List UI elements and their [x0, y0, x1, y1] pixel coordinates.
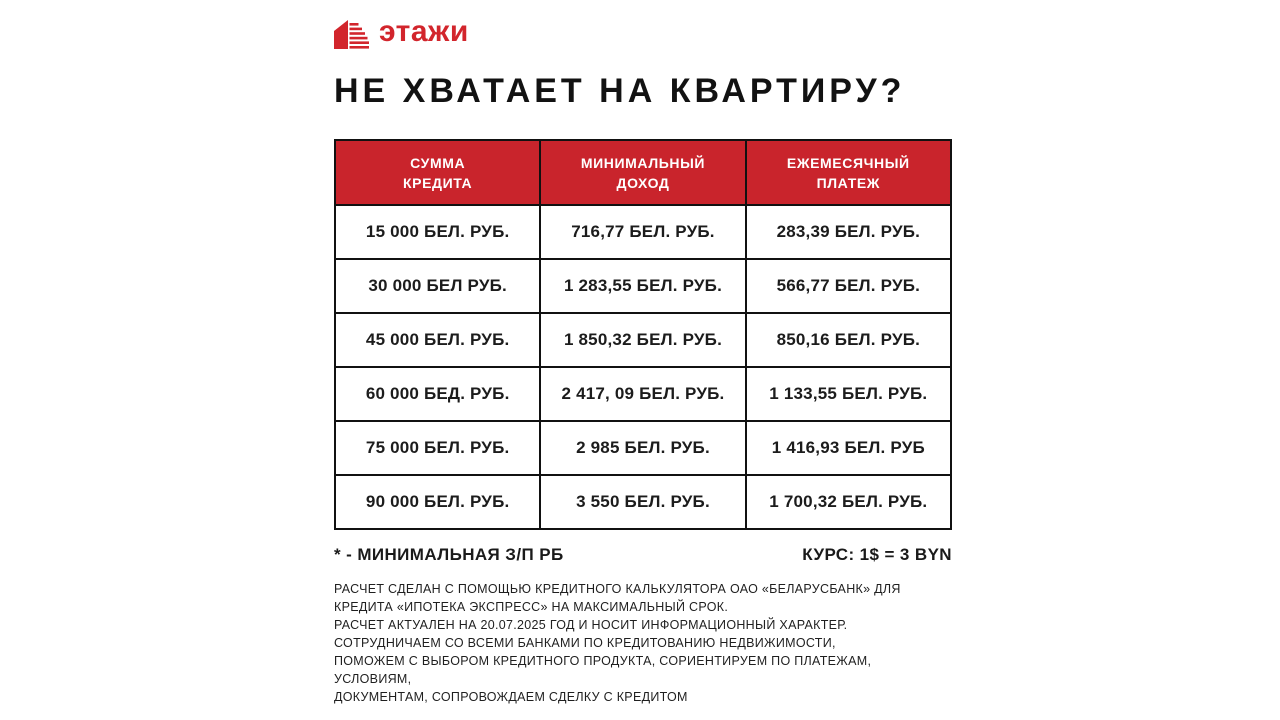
table-cell: 3 550 БЕЛ. РУБ.: [539, 474, 747, 530]
disclaimer-line: РАСЧЕТ СДЕЛАН С ПОМОЩЬЮ КРЕДИТНОГО КАЛЬК…: [334, 582, 901, 596]
table-row: 60 000 БЕД. РУБ. 2 417, 09 БЕЛ. РУБ. 1 1…: [333, 366, 953, 422]
table-cell: 1 850,32 БЕЛ. РУБ.: [539, 312, 747, 368]
table-cell: 30 000 БЕЛ РУБ.: [333, 258, 542, 314]
building-icon: [334, 19, 370, 49]
table-cell: 850,16 БЕЛ. РУБ.: [744, 312, 953, 368]
content-column: этажи НЕ ХВАТАЕТ НА КВАРТИРУ? СУММА КРЕД…: [333, 16, 953, 706]
table-cell: 2 417, 09 БЕЛ. РУБ.: [539, 366, 747, 422]
table-cell: 283,39 БЕЛ. РУБ.: [744, 204, 953, 260]
header-min-income: МИНИМАЛЬНЫЙ ДОХОД: [539, 139, 747, 206]
table-row: 90 000 БЕЛ. РУБ. 3 550 БЕЛ. РУБ. 1 700,3…: [333, 474, 953, 530]
table-row: 30 000 БЕЛ РУБ. 1 283,55 БЕЛ. РУБ. 566,7…: [333, 258, 953, 314]
table-row: 45 000 БЕЛ. РУБ. 1 850,32 БЕЛ. РУБ. 850,…: [333, 312, 953, 368]
disclaimer-line: КРЕДИТА «ИПОТЕКА ЭКСПРЕСС» НА МАКСИМАЛЬН…: [334, 600, 729, 614]
table-cell: 2 985 БЕЛ. РУБ.: [539, 420, 747, 476]
table-cell: 90 000 БЕЛ. РУБ.: [333, 474, 542, 530]
logo-wordmark: этажи: [379, 15, 469, 48]
table-cell: 716,77 БЕЛ. РУБ.: [539, 204, 747, 260]
table-cell: 45 000 БЕЛ. РУБ.: [333, 312, 542, 368]
table-cell: 60 000 БЕД. РУБ.: [333, 366, 542, 422]
disclaimer-block: РАСЧЕТ СДЕЛАН С ПОМОЩЬЮ КРЕДИТНОГО КАЛЬК…: [334, 580, 952, 706]
disclaimer-line: РАСЧЕТ АКТУАЛЕН НА 20.07.2025 ГОД И НОСИ…: [334, 618, 848, 632]
disclaimer-line: ПОМОЖЕМ С ВЫБОРОМ КРЕДИТНОГО ПРОДУКТА, С…: [334, 654, 872, 668]
header-monthly-payment: ЕЖЕМЕСЯЧНЫЙ ПЛАТЕЖ: [744, 139, 953, 206]
table-cell: 1 133,55 БЕЛ. РУБ.: [744, 366, 953, 422]
table-cell: 1 700,32 БЕЛ. РУБ.: [744, 474, 953, 530]
table-row: 15 000 БЕЛ. РУБ. 716,77 БЕЛ. РУБ. 283,39…: [333, 204, 953, 260]
disclaimer-line: УСЛОВИЯМ,: [334, 672, 412, 686]
etazhi-logo: этажи: [334, 16, 952, 52]
footnote-min-salary: * - МИНИМАЛЬНАЯ З/П РБ: [334, 545, 564, 564]
table-cell: 566,77 БЕЛ. РУБ.: [744, 258, 953, 314]
page-title: НЕ ХВАТАЕТ НА КВАРТИРУ?: [334, 72, 906, 110]
table-cell: 75 000 БЕЛ. РУБ.: [333, 420, 542, 476]
disclaimer-line: ДОКУМЕНТАМ, СОПРОВОЖДАЕМ СДЕЛКУ С КРЕДИТ…: [334, 690, 688, 704]
table-row: 75 000 БЕЛ. РУБ. 2 985 БЕЛ. РУБ. 1 416,9…: [333, 420, 953, 476]
credit-table: СУММА КРЕДИТА МИНИМАЛЬНЫЙ ДОХОД ЕЖЕМЕСЯЧ…: [333, 139, 953, 530]
table-header-row: СУММА КРЕДИТА МИНИМАЛЬНЫЙ ДОХОД ЕЖЕМЕСЯЧ…: [333, 139, 953, 206]
footnote-row: * - МИНИМАЛЬНАЯ З/П РБ КУРС: 1$ = 3 BYN: [334, 545, 952, 565]
disclaimer-line: СОТРУДНИЧАЕМ СО ВСЕМИ БАНКАМИ ПО КРЕДИТО…: [334, 636, 836, 650]
table-cell: 15 000 БЕЛ. РУБ.: [333, 204, 542, 260]
header-loan-amount: СУММА КРЕДИТА: [333, 139, 542, 206]
table-cell: 1 283,55 БЕЛ. РУБ.: [539, 258, 747, 314]
table-cell: 1 416,93 БЕЛ. РУБ: [744, 420, 953, 476]
footnote-exchange-rate: КУРС: 1$ = 3 BYN: [802, 545, 952, 564]
